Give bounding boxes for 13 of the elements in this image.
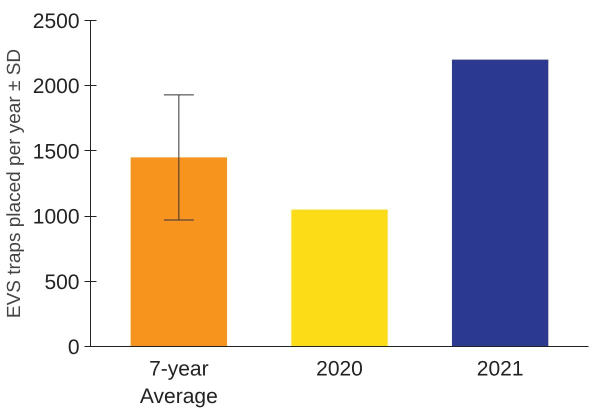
x-tick-label: 2021 [476,358,524,380]
bar [130,157,228,346]
bar [291,210,388,346]
x-tick-label: 7-year Average [140,358,218,408]
y-tick-label: 2000 [32,75,80,98]
y-tick-label: 2500 [32,10,80,33]
y-tick-label: 1500 [32,140,80,164]
y-tick-label: 1000 [32,206,80,229]
x-tick-label: 2020 [316,358,363,380]
y-tick-label: 500 [44,270,80,294]
y-axis-title: EVS traps placed per year ± SD [4,48,25,318]
bar [452,60,548,346]
y-tick-label: 0 [68,336,80,359]
